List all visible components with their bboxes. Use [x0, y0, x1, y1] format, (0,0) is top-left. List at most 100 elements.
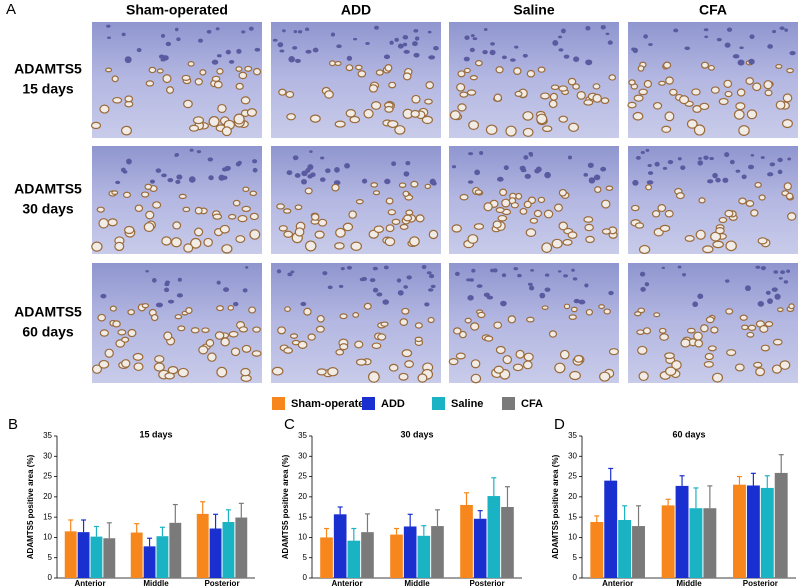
cell	[549, 92, 558, 101]
cell	[708, 64, 715, 71]
cell	[252, 326, 261, 333]
cell	[235, 82, 244, 90]
cell	[783, 182, 792, 191]
cell	[638, 244, 651, 255]
cell	[786, 269, 791, 273]
cell	[334, 242, 345, 250]
cell	[735, 102, 746, 111]
cell	[228, 59, 235, 64]
cell	[114, 241, 125, 252]
cell	[355, 199, 364, 205]
cell	[485, 124, 498, 135]
cell	[368, 84, 379, 93]
cell	[677, 265, 682, 269]
cell	[413, 28, 419, 33]
cell	[608, 348, 619, 356]
cell	[550, 84, 560, 91]
cell	[703, 28, 709, 32]
cell	[647, 164, 652, 167]
cell	[155, 302, 163, 308]
cell	[304, 240, 317, 252]
cell	[238, 326, 249, 333]
cell	[537, 196, 546, 204]
cell	[663, 61, 672, 69]
cell	[170, 237, 182, 248]
cell	[725, 240, 737, 252]
y-tick-label: 20	[568, 492, 577, 501]
cell	[372, 287, 379, 293]
cell	[769, 162, 776, 167]
cell	[523, 200, 532, 209]
y-tick-label: 35	[43, 431, 52, 440]
cell	[704, 352, 714, 361]
cell	[96, 206, 105, 213]
cell	[700, 61, 709, 69]
row-label: 60 days	[22, 324, 74, 340]
cell	[608, 74, 617, 81]
cell	[248, 306, 257, 314]
cell	[136, 48, 142, 53]
cell	[428, 55, 436, 60]
x-tick-label: Anterior	[331, 579, 362, 588]
cell	[120, 167, 126, 173]
cell	[786, 67, 794, 74]
y-tick-label: 20	[43, 492, 52, 501]
y-tick-label: 25	[43, 472, 52, 481]
cell	[455, 352, 466, 360]
cell	[760, 344, 770, 352]
cell	[722, 177, 729, 183]
cell	[779, 26, 785, 31]
cell	[369, 278, 376, 283]
panel-label: C	[284, 416, 295, 433]
cell	[603, 308, 611, 315]
cell	[428, 229, 439, 240]
cell	[755, 265, 761, 269]
cell	[522, 360, 533, 370]
cell	[568, 314, 577, 321]
cell	[249, 212, 259, 221]
cell	[244, 65, 253, 72]
cell	[633, 94, 644, 102]
cell	[457, 103, 467, 112]
cell	[158, 54, 165, 59]
cell	[107, 218, 118, 227]
cell	[327, 285, 333, 290]
cell	[307, 333, 316, 341]
cell	[338, 284, 344, 288]
bar	[77, 532, 90, 578]
cell	[522, 111, 534, 121]
cell	[557, 270, 562, 273]
cell	[748, 58, 755, 65]
cell	[760, 156, 765, 159]
cell	[346, 55, 353, 61]
cell	[207, 352, 217, 362]
cell	[781, 119, 793, 129]
cell	[216, 366, 228, 378]
cell	[507, 315, 517, 324]
cell	[548, 330, 558, 338]
cell	[525, 228, 537, 237]
cell	[718, 216, 728, 224]
cell	[757, 301, 765, 307]
legend-swatch	[432, 397, 445, 410]
cell	[132, 352, 144, 361]
cell	[216, 305, 224, 312]
cell	[640, 151, 645, 154]
cell	[115, 180, 121, 185]
cell	[126, 158, 132, 165]
cell	[426, 271, 432, 275]
cell	[704, 35, 709, 39]
cell	[160, 33, 166, 38]
cell	[182, 206, 191, 213]
cell	[634, 222, 645, 229]
cell	[249, 190, 258, 197]
cell	[153, 362, 165, 372]
chart-title: 60 days	[672, 429, 705, 439]
cell	[466, 89, 477, 96]
cell	[572, 83, 580, 90]
bar	[235, 517, 248, 578]
cell	[154, 355, 165, 364]
cell	[703, 155, 709, 160]
cell	[630, 204, 640, 212]
cell	[567, 77, 577, 86]
